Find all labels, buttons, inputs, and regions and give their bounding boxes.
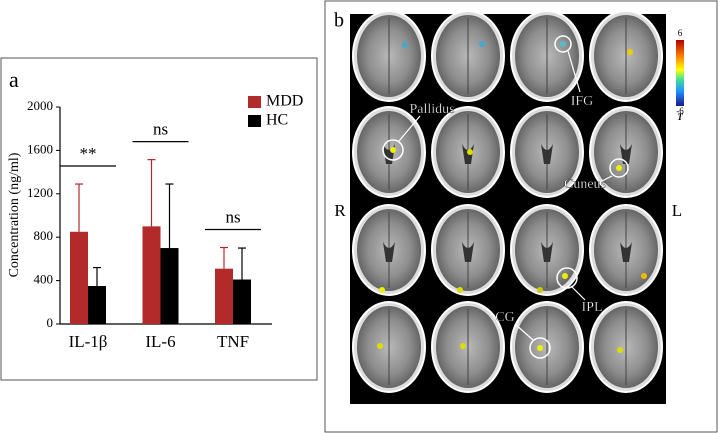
side-label: R [334, 201, 346, 220]
activation [617, 347, 623, 353]
y-tick-label: 400 [34, 272, 54, 287]
ventricle [620, 144, 632, 164]
bar [70, 231, 88, 324]
activation [537, 345, 543, 351]
y-tick-label: 1600 [27, 141, 53, 156]
significance-label: ns [225, 207, 240, 226]
roi-circle [529, 337, 551, 359]
colorbar-label: T [677, 112, 683, 122]
ventricle [620, 242, 632, 262]
bar [88, 286, 106, 324]
callout-line [571, 286, 586, 301]
activation [560, 41, 566, 47]
activation [377, 343, 383, 349]
significance-label: ** [80, 144, 97, 163]
ventricle [462, 242, 474, 262]
ventricle [383, 242, 395, 262]
x-tick-label: IL-6 [145, 332, 175, 351]
activation [390, 147, 396, 153]
activation [467, 149, 473, 155]
colorbar-tick-label: -6 [676, 106, 684, 116]
activation [379, 287, 385, 293]
activation [627, 49, 633, 55]
roi-circle [554, 35, 572, 53]
region-label: Pallidus [409, 102, 454, 117]
region-label: Cuneus [564, 177, 606, 192]
colorbar [676, 40, 684, 106]
region-label: CG [495, 310, 514, 325]
callout-line [398, 115, 421, 142]
activation [641, 273, 647, 279]
legend-swatch [248, 96, 261, 108]
activation [457, 287, 463, 293]
roi-circle [556, 267, 578, 289]
callout-line [514, 323, 534, 341]
legend-label: HC [266, 112, 288, 129]
activation [616, 165, 622, 171]
bar [215, 268, 233, 324]
roi-circle [609, 158, 629, 178]
y-tick-label: 0 [47, 315, 54, 330]
legend-swatch [248, 115, 261, 127]
y-tick-label: 2000 [27, 98, 53, 113]
ventricle [541, 242, 553, 262]
callout-line [599, 175, 613, 183]
bar [142, 226, 161, 324]
activation [402, 42, 408, 48]
legend-label: MDD [266, 93, 303, 110]
x-tick-label: IL-1β [69, 332, 108, 351]
bar [233, 279, 251, 324]
panel-b-border [324, 0, 718, 433]
panel-a-border [0, 57, 318, 381]
side-label: L [672, 201, 682, 220]
panel-label: b [334, 10, 344, 32]
region-label: IPL [582, 300, 603, 315]
activation [537, 287, 543, 293]
activation [562, 273, 568, 279]
panel-label: a [9, 67, 19, 92]
activation [460, 343, 466, 349]
region-label: IFG [571, 94, 594, 109]
ventricle [541, 144, 553, 164]
y-axis-label: Concentration (ng/ml) [7, 152, 22, 277]
x-tick-label: TNF [217, 332, 249, 351]
bar [160, 248, 179, 324]
roi-circle [382, 139, 404, 161]
significance-label: ns [153, 120, 168, 139]
activation [479, 41, 485, 47]
y-tick-label: 800 [34, 228, 54, 243]
y-tick-label: 1200 [27, 185, 53, 200]
colorbar-tick-label: 6 [678, 28, 683, 38]
callout-line [567, 50, 581, 93]
